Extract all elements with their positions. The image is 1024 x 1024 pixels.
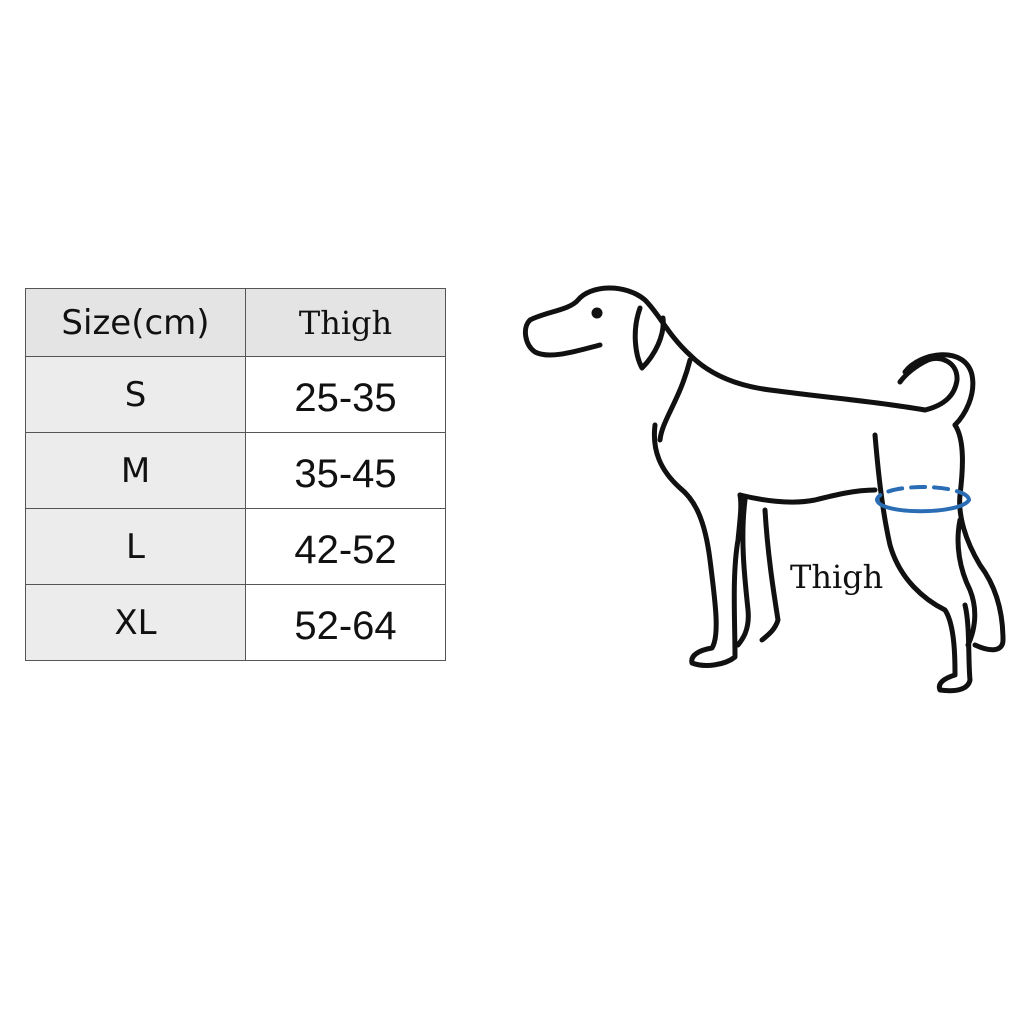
dog-head-back-outline <box>522 285 928 413</box>
table-row: S 25-35 <box>25 356 446 433</box>
thigh-cell: 25-35 <box>245 356 446 433</box>
dog-hind-leg <box>872 432 973 694</box>
dog-eye <box>591 307 603 319</box>
dog-rear-leg <box>952 422 1006 653</box>
table-row: L 42-52 <box>25 508 446 585</box>
table-header-row: Size(cm) Thigh <box>25 288 446 357</box>
size-chart-table: Size(cm) Thigh S 25-35 M 35-45 L 42-52 X… <box>25 288 446 661</box>
size-cell: M <box>25 432 246 509</box>
thigh-label: Thigh <box>790 558 884 596</box>
table-row: XL 52-64 <box>25 584 446 661</box>
thigh-cell: 35-45 <box>245 432 446 509</box>
thigh-cell: 42-52 <box>245 508 446 585</box>
size-cell: L <box>25 508 246 585</box>
header-size: Size(cm) <box>25 288 246 357</box>
header-thigh: Thigh <box>245 288 446 357</box>
thigh-measure-ring-front <box>875 498 971 514</box>
dog-front-legs <box>651 422 781 668</box>
thigh-cell: 52-64 <box>245 584 446 661</box>
dog-belly <box>737 487 878 505</box>
dog-tail <box>897 352 976 428</box>
table-row: M 35-45 <box>25 432 446 509</box>
dog-chest <box>657 357 693 443</box>
dog-ear <box>632 305 666 371</box>
